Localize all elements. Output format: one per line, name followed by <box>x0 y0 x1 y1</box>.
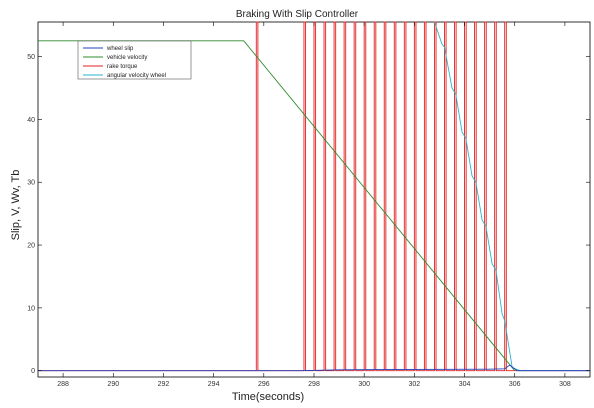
legend-label: angular velocity wheel <box>107 73 166 79</box>
y-tick-label: 40 <box>27 117 35 124</box>
x-tick-label: 306 <box>509 381 521 388</box>
ticks-layer: 288 290 292 294 296 298 300 302 304 306 308 0 10 20 30… <box>27 22 590 388</box>
y-tick-label: 0 <box>31 368 35 375</box>
x-tick-label: 300 <box>358 381 370 388</box>
x-tick-label: 294 <box>208 381 220 388</box>
x-tick-label: 288 <box>57 381 69 388</box>
x-tick-label: 292 <box>158 381 170 388</box>
series-line-0 <box>38 364 590 372</box>
x-tick-label: 308 <box>559 381 571 388</box>
x-tick-label: 302 <box>409 381 421 388</box>
y-tick-label: 10 <box>27 305 35 312</box>
y-tick-label: 50 <box>27 54 35 61</box>
x-tick-label: 290 <box>107 381 119 388</box>
y-tick-label: 20 <box>27 243 35 250</box>
legend-label: wheel slip <box>106 46 134 52</box>
series-line-3 <box>434 21 590 372</box>
legend-label: rake torque <box>107 64 138 70</box>
y-tick-label: 30 <box>27 180 35 187</box>
y-axis-label: Slip, V, Wv, Tb <box>10 170 22 241</box>
x-tick-label: 296 <box>258 381 270 388</box>
series-line-rake-torque <box>38 21 590 372</box>
legend-box <box>77 40 192 80</box>
x-axis-label: Time(seconds) <box>232 391 304 403</box>
legend: wheel slip vehicle velocity rake torque ang… <box>77 40 192 80</box>
x-tick-label: 304 <box>459 381 471 388</box>
x-tick-label: 298 <box>308 381 320 388</box>
chart-title: Braking With Slip Controller <box>236 9 359 20</box>
legend-label: vehicle velocity <box>107 55 147 61</box>
